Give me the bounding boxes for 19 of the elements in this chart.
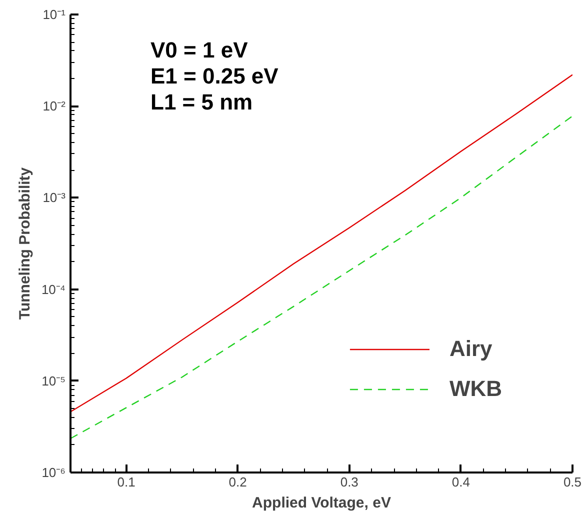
annotation: L1 = 5 nm bbox=[150, 90, 253, 114]
legend-label: Airy bbox=[449, 336, 492, 362]
x-tick-label: 0.4 bbox=[452, 474, 470, 490]
y-axis-title: Tunneling Probability bbox=[16, 166, 34, 320]
y-tick-label: 10⁻⁵ bbox=[42, 373, 66, 388]
x-axis-title: Applied Voltage, eV bbox=[252, 494, 391, 512]
legend-label: WKB bbox=[449, 376, 502, 402]
y-tick-label: 10⁻¹ bbox=[42, 7, 66, 22]
annotation: V0 = 1 eV bbox=[150, 38, 248, 62]
y-tick-label: 10⁻² bbox=[42, 98, 66, 114]
line-series bbox=[70, 115, 572, 440]
x-tick-label: 0.3 bbox=[340, 474, 358, 490]
y-tick-label: 10⁻⁶ bbox=[42, 465, 66, 480]
annotation: E1 = 0.25 eV bbox=[150, 64, 279, 88]
y-tick-label: 10⁻³ bbox=[42, 190, 66, 206]
x-tick-label: 0.1 bbox=[117, 474, 136, 490]
y-tick-label: 10⁻⁴ bbox=[41, 282, 66, 297]
x-tick-label: 0.5 bbox=[563, 474, 582, 490]
x-tick-label: 0.2 bbox=[228, 474, 247, 490]
